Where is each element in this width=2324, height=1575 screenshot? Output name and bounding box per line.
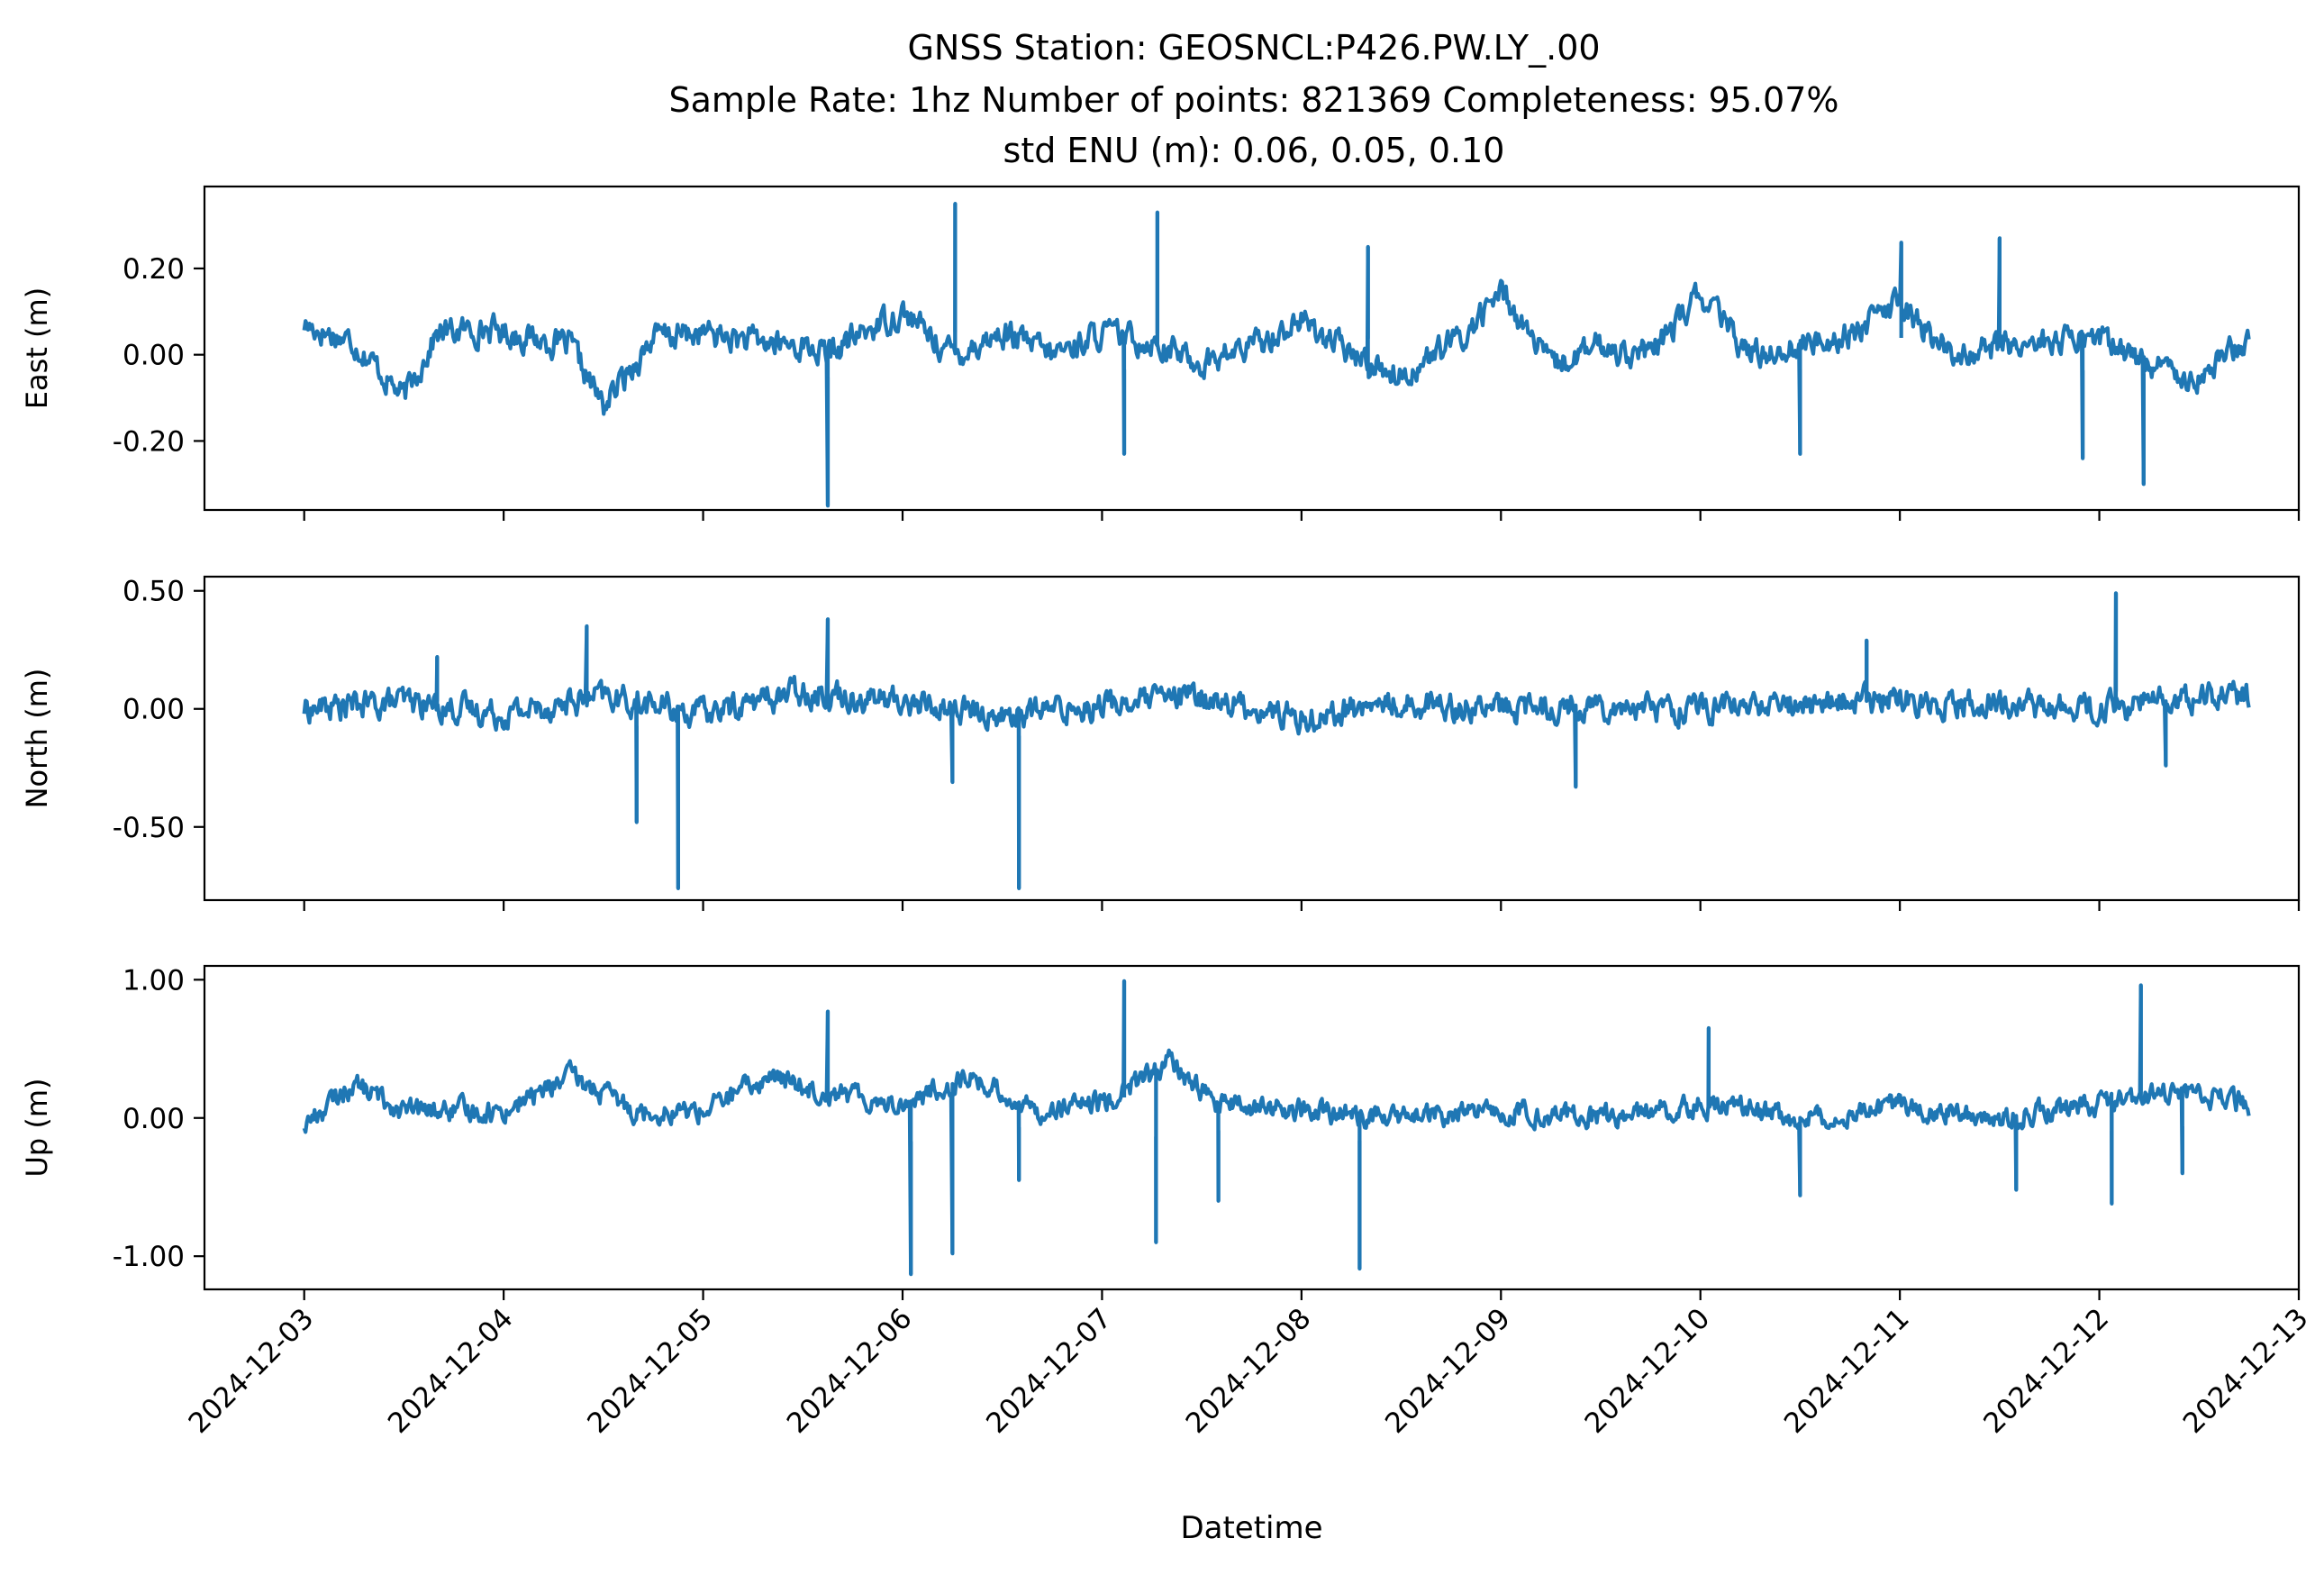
- x-tick-label: 2024-12-11: [1778, 1302, 1916, 1440]
- chart-title-line-3: std ENU (m): 0.06, 0.05, 0.10: [1003, 131, 1505, 170]
- x-tick-label: 2024-12-03: [183, 1302, 321, 1440]
- chart-title-line-2: Sample Rate: 1hz Number of points: 82136…: [669, 80, 1839, 120]
- y-tick-label: 1.00: [123, 964, 185, 997]
- x-tick-label: 2024-12-07: [980, 1302, 1118, 1440]
- series-line-east: [302, 202, 2251, 508]
- y-tick-label: 0.00: [123, 340, 185, 372]
- chart-panels: 0.20 0.00 -0.20 East (m) 0.50 0.00 -0.50 North …: [20, 185, 2315, 1546]
- series-line-up: [302, 979, 2251, 1277]
- panel-frame-east: [203, 185, 2301, 512]
- x-tick-label: 2024-12-05: [581, 1302, 719, 1440]
- y-axis-label-north: North (m): [20, 669, 54, 809]
- x-tick-label: 2024-12-12: [1977, 1302, 2115, 1440]
- series-line-north: [302, 591, 2251, 891]
- panel-frame-north: [203, 575, 2301, 902]
- y-tick-label: 0.50: [123, 576, 185, 608]
- x-tick-label: 2024-12-04: [382, 1302, 520, 1440]
- y-axis-label-east: East (m): [20, 287, 54, 409]
- x-tick-label: 2024-12-13: [2177, 1302, 2315, 1440]
- x-axis-label: Datetime: [1180, 1510, 1322, 1546]
- y-tick-label: 0.00: [123, 1103, 185, 1135]
- panel-north: 0.50 0.00 -0.50 North (m): [20, 575, 2301, 911]
- x-tick-label: 2024-12-08: [1180, 1302, 1318, 1440]
- chart-title-line-1: GNSS Station: GEOSNCL:P426.PW.LY_.00: [907, 28, 1600, 68]
- panel-up: 1.00 0.00 -1.00 Up (m) 2024-12-03 2024-12-04 2…: [20, 964, 2315, 1546]
- x-tick-label: 2024-12-06: [781, 1302, 919, 1440]
- panel-frame-up: [203, 964, 2301, 1291]
- panel-east: 0.20 0.00 -0.20 East (m): [20, 185, 2301, 521]
- x-tick-label: 2024-12-09: [1379, 1302, 1517, 1440]
- y-tick-label: 0.20: [123, 253, 185, 286]
- y-axis-label-up: Up (m): [20, 1078, 54, 1177]
- x-tick-label: 2024-12-10: [1579, 1302, 1717, 1440]
- y-tick-label: -0.20: [113, 425, 185, 458]
- chart-title: GNSS Station: GEOSNCL:P426.PW.LY_.00 Sam…: [669, 28, 1839, 170]
- y-tick-label: -1.00: [113, 1241, 185, 1273]
- y-tick-label: 0.00: [123, 694, 185, 726]
- y-tick-label: -0.50: [113, 812, 185, 844]
